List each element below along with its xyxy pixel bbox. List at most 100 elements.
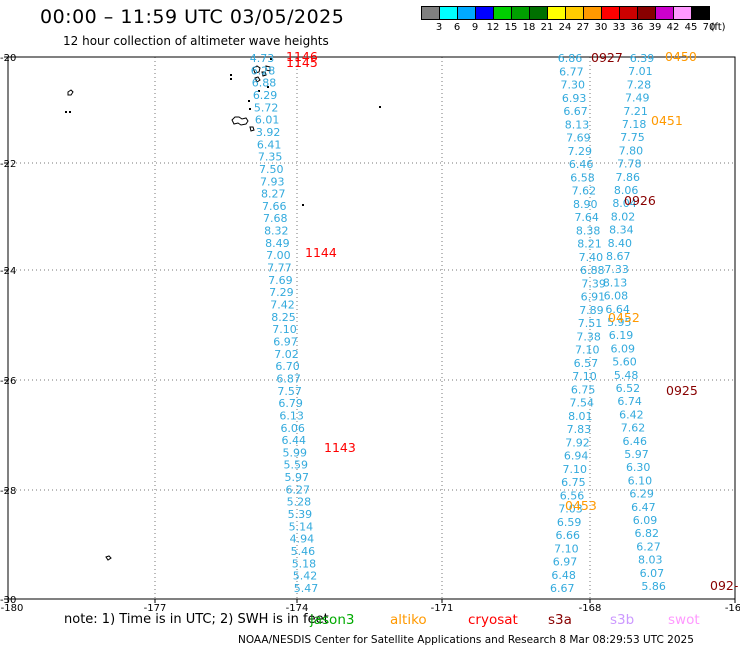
island-outlines bbox=[65, 58, 381, 561]
satellite-legend-item: s3b bbox=[610, 612, 635, 628]
wave-height-obs: 6.42 bbox=[619, 408, 644, 421]
wave-height-obs: 8.34 bbox=[609, 224, 634, 237]
wave-height-obs: 6.91 bbox=[581, 291, 606, 304]
wave-height-obs: 6.06 bbox=[280, 422, 305, 435]
wave-height-obs: 6.46 bbox=[569, 158, 594, 171]
island-dot bbox=[69, 111, 71, 113]
wave-height-obs: 6.93 bbox=[562, 92, 587, 105]
map-frame bbox=[7, 56, 736, 600]
colorbar-tick-label: 12 bbox=[486, 22, 500, 33]
wave-height-obs: 7.86 bbox=[615, 171, 640, 184]
wave-height-obs: 7.10 bbox=[575, 344, 600, 357]
pass-time-label: 092- bbox=[710, 578, 738, 593]
colorbar-tick-label: 3 bbox=[435, 22, 443, 33]
colorbar-tick-label: 39 bbox=[648, 22, 662, 33]
wave-height-obs: 8.38 bbox=[576, 224, 601, 237]
wave-height-obs: 6.07 bbox=[640, 567, 665, 580]
wave-height-obs: 7.89 bbox=[579, 304, 604, 317]
wave-height-obs: 5.97 bbox=[285, 471, 310, 484]
wave-height-obs: 7.02 bbox=[274, 348, 299, 361]
wave-height-obs: 8.21 bbox=[577, 238, 602, 251]
wave-height-obs: 7.40 bbox=[579, 251, 604, 264]
pass-time-label: 1143 bbox=[324, 440, 356, 455]
wave-height-obs: 6.19 bbox=[609, 329, 634, 342]
wave-height-obs: 6.67 bbox=[550, 582, 575, 595]
wave-height-obs: 6.29 bbox=[253, 89, 278, 102]
wave-height-obs: 5.46 bbox=[291, 545, 316, 558]
wave-height-obs: 8.67 bbox=[606, 250, 631, 263]
pass-time-label: 0925 bbox=[666, 383, 698, 398]
wave-height-obs: 5.72 bbox=[254, 101, 279, 114]
wave-height-obs: 6.41 bbox=[257, 138, 282, 151]
wave-height-obs: 5.14 bbox=[289, 520, 314, 533]
wave-height-obs: 6.75 bbox=[561, 476, 586, 489]
colorbar-tick-label: 15 bbox=[504, 22, 518, 33]
lat-tick-label: -24 bbox=[0, 266, 16, 277]
wave-height-obs: 5.60 bbox=[612, 356, 637, 369]
colorbar-tick-label: 6 bbox=[453, 22, 461, 33]
pass-time-label: 0453 bbox=[565, 498, 597, 513]
colorbar-unit-label: (ft) bbox=[710, 22, 726, 33]
wave-height-obs: 7.03 bbox=[558, 503, 583, 516]
colorbar-tick-label: 33 bbox=[612, 22, 626, 33]
note-text: note: 1) Time is in UTC; 2) SWH is in fe… bbox=[64, 612, 329, 627]
island-dot bbox=[65, 111, 67, 113]
satellite-legend-item: altiko bbox=[390, 612, 427, 628]
wave-height-obs: 8.40 bbox=[608, 237, 633, 250]
wave-height-obs: 7.68 bbox=[263, 212, 288, 225]
wave-height-obs: 5.39 bbox=[288, 508, 313, 521]
wave-height-obs: 6.09 bbox=[633, 514, 658, 527]
island-dot bbox=[230, 78, 232, 80]
chart-subtitle: 12 hour collection of altimeter wave hei… bbox=[63, 34, 329, 48]
satellite-legend-item: jason3 bbox=[310, 612, 355, 628]
wave-height-obs: 6.47 bbox=[631, 501, 656, 514]
lat-tick-label: -22 bbox=[0, 159, 16, 170]
satellite-legend-item: cryosat bbox=[468, 612, 518, 628]
wave-height-obs: 7.18 bbox=[622, 118, 647, 131]
wave-height-obs: 8.13 bbox=[565, 118, 590, 131]
wave-height-obs: 6.29 bbox=[629, 488, 654, 501]
wave-height-obs: 3.92 bbox=[256, 126, 281, 139]
wave-height-obs: 7.35 bbox=[258, 151, 283, 164]
wave-height-obs: 6.10 bbox=[628, 474, 653, 487]
wave-height-obs: 7.69 bbox=[566, 132, 591, 145]
wave-height-obs: 8.32 bbox=[264, 225, 289, 238]
wave-height-obs: 7.51 bbox=[578, 317, 603, 330]
wave-height-obs: 6.59 bbox=[557, 516, 582, 529]
colorbar-tick-label: 70 bbox=[702, 22, 716, 33]
map-border bbox=[7, 56, 736, 600]
wave-height-observations: 4.736.286.886.295.726.013.926.417.357.50… bbox=[250, 52, 666, 595]
pass-time-label: 0450 bbox=[665, 49, 697, 64]
wave-height-obs: 8.02 bbox=[611, 210, 636, 223]
chart-title: 00:00 – 11:59 UTC 03/05/2025 bbox=[40, 6, 345, 28]
lat-tick-label: -30 bbox=[0, 595, 16, 606]
wave-height-obs: 7.66 bbox=[262, 200, 287, 213]
lon-tick-label: -180 bbox=[1, 603, 24, 614]
wave-height-obs: 7.38 bbox=[576, 330, 601, 343]
wave-height-obs: 7.64 bbox=[574, 211, 599, 224]
island-dot bbox=[379, 106, 381, 108]
island-dot bbox=[267, 86, 269, 88]
wave-height-obs: 7.30 bbox=[561, 79, 586, 92]
wave-height-obs: 6.64 bbox=[605, 303, 630, 316]
wave-height-obs: 8.01 bbox=[568, 410, 593, 423]
wave-height-obs: 5.97 bbox=[624, 448, 649, 461]
wave-height-obs: 6.01 bbox=[255, 114, 280, 127]
wave-height-obs: 6.77 bbox=[559, 65, 584, 78]
island-dot bbox=[230, 74, 232, 76]
wave-height-obs: 7.77 bbox=[267, 262, 292, 275]
colorbar bbox=[421, 6, 710, 20]
wave-height-obs: 5.48 bbox=[614, 369, 639, 382]
wave-height-obs: 6.08 bbox=[604, 290, 629, 303]
wave-height-obs: 6.67 bbox=[563, 105, 588, 118]
lon-tick-label: -171 bbox=[431, 603, 454, 614]
wave-height-obs: 6.28 bbox=[251, 64, 276, 77]
wave-height-obs: 8.25 bbox=[271, 311, 296, 324]
wave-height-obs: 6.09 bbox=[611, 342, 636, 355]
pass-time-label: 1146 bbox=[286, 49, 318, 64]
wave-height-obs: 7.49 bbox=[625, 92, 650, 105]
wave-height-obs: 7.01 bbox=[628, 65, 653, 78]
wave-height-obs: 6.88 bbox=[580, 264, 605, 277]
wave-height-obs: 8.13 bbox=[603, 276, 628, 289]
wave-height-obs: 7.50 bbox=[259, 163, 284, 176]
